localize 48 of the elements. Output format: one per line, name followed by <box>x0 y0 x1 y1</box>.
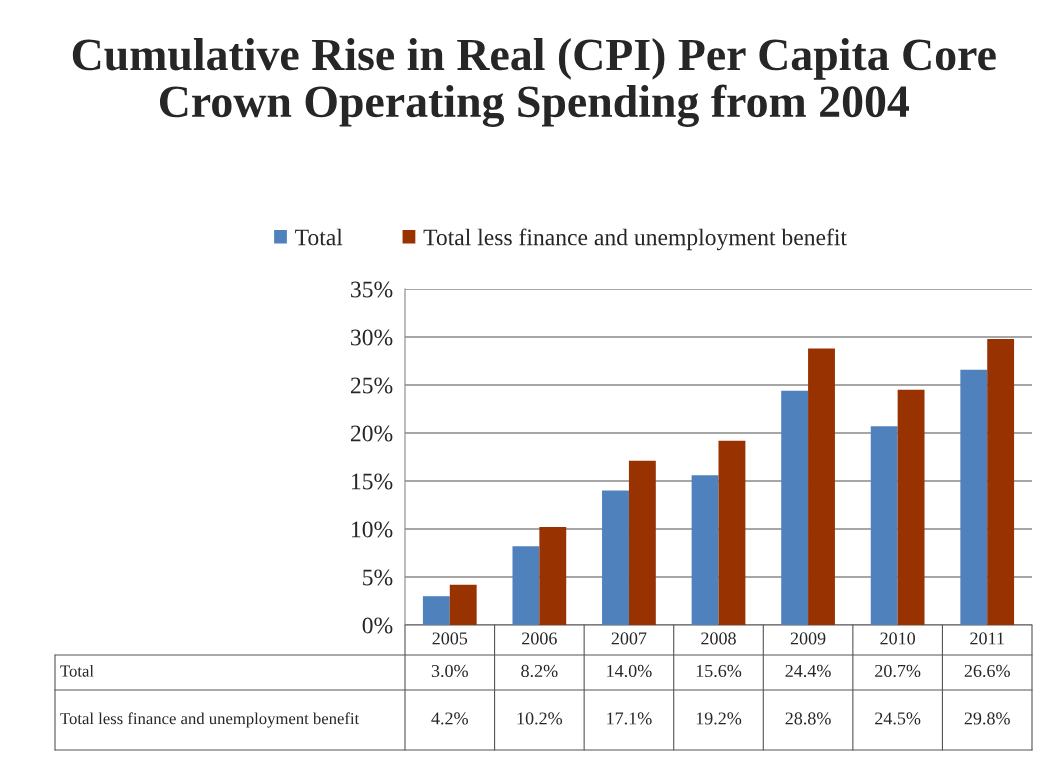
y-tick-label: 20% <box>350 425 393 442</box>
x-tick-label: 2011 <box>970 632 1004 645</box>
bar <box>691 475 719 625</box>
y-tick-label: 15% <box>351 473 393 490</box>
y-tick-label: 10% <box>351 521 393 538</box>
y-tick-label: 5% <box>363 569 393 586</box>
bar <box>422 596 450 625</box>
data-label: 10.2% <box>517 712 563 725</box>
x-tick-label: 2006 <box>522 632 557 645</box>
bar <box>781 390 809 625</box>
legend-label: Total <box>295 228 343 246</box>
data-label: 19.2% <box>696 712 742 725</box>
text: Total less finance and unemployment benefit <box>60 712 360 728</box>
data-label: 3.0% <box>431 664 468 678</box>
y-tick-label: 35% <box>351 281 393 298</box>
x-tick-label: 2009 <box>790 632 826 645</box>
data-label: 29.8% <box>964 712 1010 725</box>
data-label: 17.1% <box>607 712 652 725</box>
data-label: 24.5% <box>875 712 921 725</box>
data-label: 24.4% <box>785 664 831 678</box>
bar <box>897 389 925 625</box>
data-label: 8.2% <box>521 664 558 678</box>
bar <box>718 440 746 625</box>
bar <box>602 490 629 625</box>
bar <box>512 546 540 625</box>
bar <box>628 460 656 625</box>
bar <box>987 338 1015 625</box>
data-label: 14.0% <box>607 664 652 678</box>
bar <box>539 527 567 625</box>
bar <box>960 369 988 625</box>
data-label: 26.6% <box>964 664 1010 678</box>
y-tick-label: 30% <box>351 329 393 346</box>
x-tick-label: 2010 <box>880 632 916 645</box>
x-tick-label: 2005 <box>432 632 468 645</box>
y-tick-label: 25% <box>350 377 393 394</box>
legend-label: Total less finance and unemployment benefit <box>423 228 847 251</box>
data-label: 28.8% <box>785 712 831 725</box>
y-tick-label: 0% <box>362 617 393 634</box>
x-tick-label: 2007 <box>611 632 647 645</box>
data-label: 15.6% <box>696 664 742 678</box>
data-label: 20.7% <box>875 664 921 678</box>
bar <box>808 348 835 625</box>
data-label: 4.2% <box>431 712 468 725</box>
chart-title: Cumulative Rise in Real (CPI) Per Capita Core Crown Operating Spending from 2004 <box>72 38 996 127</box>
bar <box>449 584 477 625</box>
x-tick-label: 2008 <box>701 632 736 645</box>
text: Total <box>60 664 94 677</box>
bar <box>870 426 898 625</box>
